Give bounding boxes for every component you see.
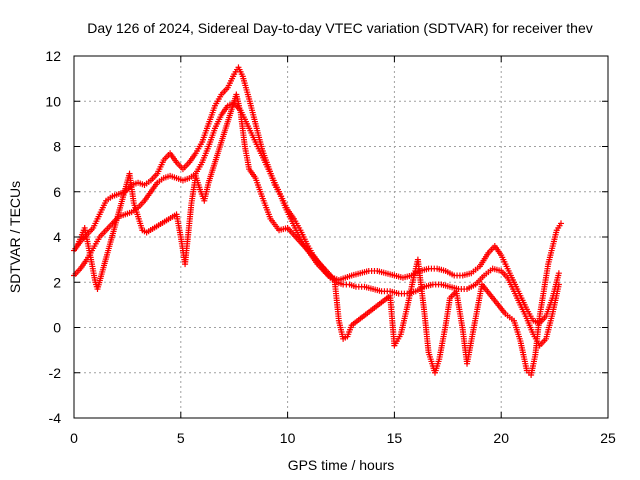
data-point [558,220,565,227]
y-tick-label: 4 [53,229,61,245]
y-tick-label: 0 [53,320,61,336]
y-axis-label: SDTVAR / TECUs [7,181,23,293]
x-axis-label: GPS time / hours [288,457,395,473]
trace-main-lower [71,100,562,349]
x-tick-label: 20 [493,430,509,446]
data-points [71,64,565,379]
y-tick-label: 12 [45,48,61,64]
y-tick-label: 8 [53,139,61,155]
y-tick-label: 2 [53,274,61,290]
trace-excursions [75,91,565,379]
y-tick-label: 6 [53,184,61,200]
y-tick-label: -2 [49,365,62,381]
x-tick-label: 5 [177,430,185,446]
y-tick-label: -4 [49,410,62,426]
x-tick-label: 15 [387,430,403,446]
y-tick-label: 10 [45,93,61,109]
data-point [555,270,562,277]
chart-title: Day 126 of 2024, Sidereal Day-to-day VTE… [87,20,593,36]
x-tick-label: 25 [600,430,616,446]
trace-main-upper [71,64,562,326]
axis-ticks: 0 5 10 15 20 25 -4 -2 0 2 4 6 8 10 12 [45,48,616,446]
data-point [555,281,562,288]
x-tick-label: 10 [280,430,296,446]
x-tick-label: 0 [70,430,78,446]
